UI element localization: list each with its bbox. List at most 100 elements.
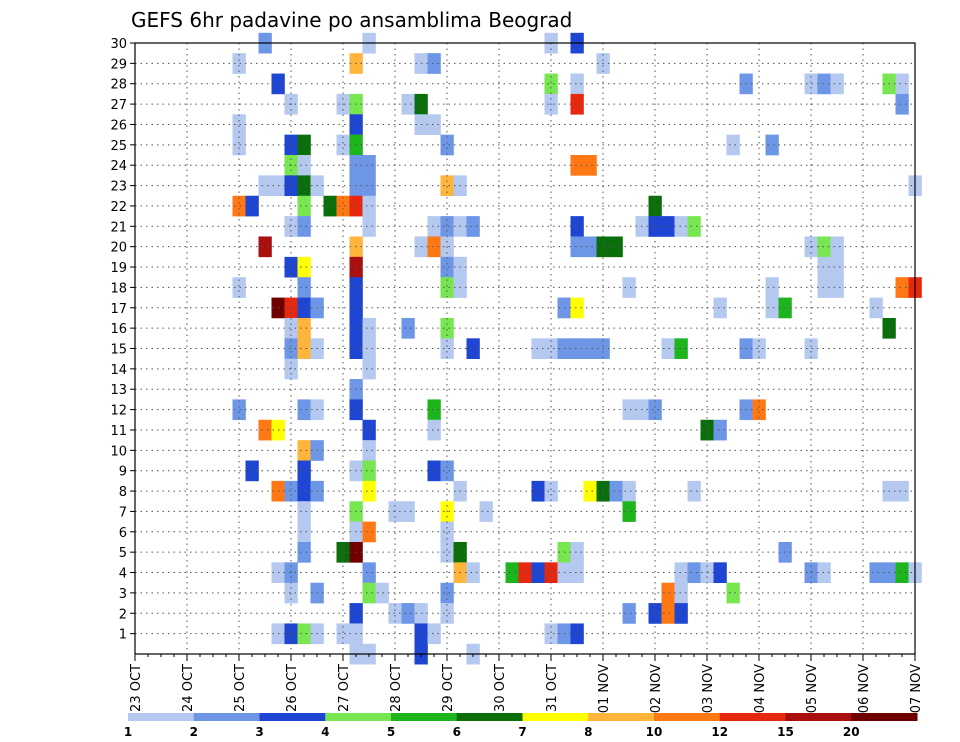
heatmap-cell: [232, 114, 246, 135]
heatmap-cell: [765, 277, 779, 298]
heatmap-cell: [713, 419, 727, 441]
y-tick-label: 13: [110, 383, 127, 398]
legend-swatch: [588, 713, 655, 721]
legend-label: 5: [387, 725, 395, 739]
legend-swatch: [654, 713, 721, 721]
heatmap-cell: [570, 216, 584, 237]
legend-label: 8: [584, 725, 592, 739]
heatmap-cell: [297, 338, 311, 359]
heatmap-cell: [258, 419, 272, 441]
heatmap-cell: [440, 460, 454, 482]
heatmap-cell: [297, 399, 311, 421]
y-tick-label: 25: [110, 139, 127, 154]
heatmap-cell: [570, 236, 584, 258]
heatmap-cell: [726, 134, 740, 156]
heatmap-cell: [323, 195, 337, 217]
heatmap-cell: [544, 338, 558, 359]
heatmap-cell: [401, 501, 415, 522]
heatmap-cell: [687, 480, 701, 502]
grid-lines: [135, 42, 915, 654]
heatmap-cell: [713, 297, 727, 319]
heatmap-cell: [817, 562, 831, 584]
heatmap-cell: [869, 297, 883, 319]
x-tick-label: 30 OCT: [493, 664, 508, 712]
heatmap-cell: [401, 603, 415, 624]
heatmap-cell: [648, 195, 662, 217]
heatmap-cell: [466, 216, 480, 237]
x-tick-label: 05 NOV: [805, 664, 820, 713]
heatmap-cell: [284, 216, 298, 237]
heatmap-cell: [531, 338, 545, 359]
heatmap-cell: [466, 338, 480, 359]
heatmap-cell: [362, 440, 376, 461]
heatmap-cell: [765, 297, 779, 319]
heatmap-cell: [297, 134, 311, 156]
heatmap-cell: [362, 155, 376, 176]
heatmap-cell: [297, 195, 311, 217]
heatmap-cell: [661, 582, 675, 604]
y-tick-label: 26: [110, 118, 127, 133]
legend-label: 2: [190, 725, 198, 739]
heatmap-cell: [830, 256, 844, 278]
y-tick-label: 6: [119, 526, 127, 541]
x-tick-label: 25 OCT: [233, 664, 248, 712]
heatmap-cell: [609, 236, 623, 258]
x-tick-label: 27 OCT: [337, 664, 352, 712]
heatmap-cell: [362, 562, 376, 584]
heatmap-cell: [362, 216, 376, 237]
y-tick-label: 22: [110, 200, 127, 215]
heatmap-cell: [284, 256, 298, 278]
heatmap-cell: [297, 155, 311, 176]
heatmap-cell: [622, 277, 636, 298]
heatmap-cell: [713, 562, 727, 584]
heatmap-cell: [297, 256, 311, 278]
heatmap-cell: [869, 562, 883, 584]
heatmap-cell: [674, 338, 688, 359]
heatmap-cell: [245, 195, 259, 217]
heatmap-cell: [570, 338, 584, 359]
heatmap-cell: [661, 338, 675, 359]
x-tick-label: 01 NOV: [597, 664, 612, 713]
heatmap-cell: [297, 623, 311, 645]
heatmap-cell: [284, 317, 298, 339]
legend-swatch: [259, 713, 326, 721]
heatmap-cell: [375, 582, 389, 604]
heatmap-cell: [427, 460, 441, 482]
x-tick-label: 07 NOV: [909, 664, 924, 713]
legend-swatch: [128, 713, 195, 721]
heatmap-cell: [440, 256, 454, 278]
heatmap-cell: [297, 521, 311, 543]
heatmap-cell: [466, 562, 480, 584]
heatmap-cell: [570, 623, 584, 645]
heatmap-cell: [284, 358, 298, 380]
y-tick-label: 21: [110, 220, 127, 235]
heatmap-cell: [674, 562, 688, 584]
x-tick-label: 03 NOV: [701, 664, 716, 713]
heatmap-cell: [401, 93, 415, 115]
heatmap-cell: [388, 603, 402, 624]
heatmap-cell: [687, 216, 701, 237]
legend-swatch: [851, 713, 918, 721]
chart-title: GEFS 6hr padavine po ansamblima Beograd: [131, 8, 572, 32]
heatmap-cell: [336, 195, 350, 217]
heatmap-cell: [570, 73, 584, 95]
heatmap-cell: [258, 175, 272, 197]
legend-swatch: [456, 713, 523, 721]
heatmap-cell: [232, 134, 246, 156]
y-tick-label: 10: [110, 444, 127, 459]
legend-swatch: [193, 713, 260, 721]
heatmap-cell: [505, 562, 519, 584]
heatmap-cell: [583, 155, 597, 176]
heatmap-cell: [297, 501, 311, 522]
y-tick-label: 7: [119, 505, 127, 520]
x-tick-label: 24 OCT: [181, 664, 196, 712]
legend-label: 6: [453, 725, 461, 739]
y-tick-label: 20: [110, 241, 127, 256]
heatmap-cell: [297, 480, 311, 502]
heatmap-cell: [570, 562, 584, 584]
heatmap-cell: [427, 236, 441, 258]
heatmap-cell: [427, 216, 441, 237]
heatmap-cell: [817, 236, 831, 258]
x-tick-label: 29 OCT: [441, 664, 456, 712]
